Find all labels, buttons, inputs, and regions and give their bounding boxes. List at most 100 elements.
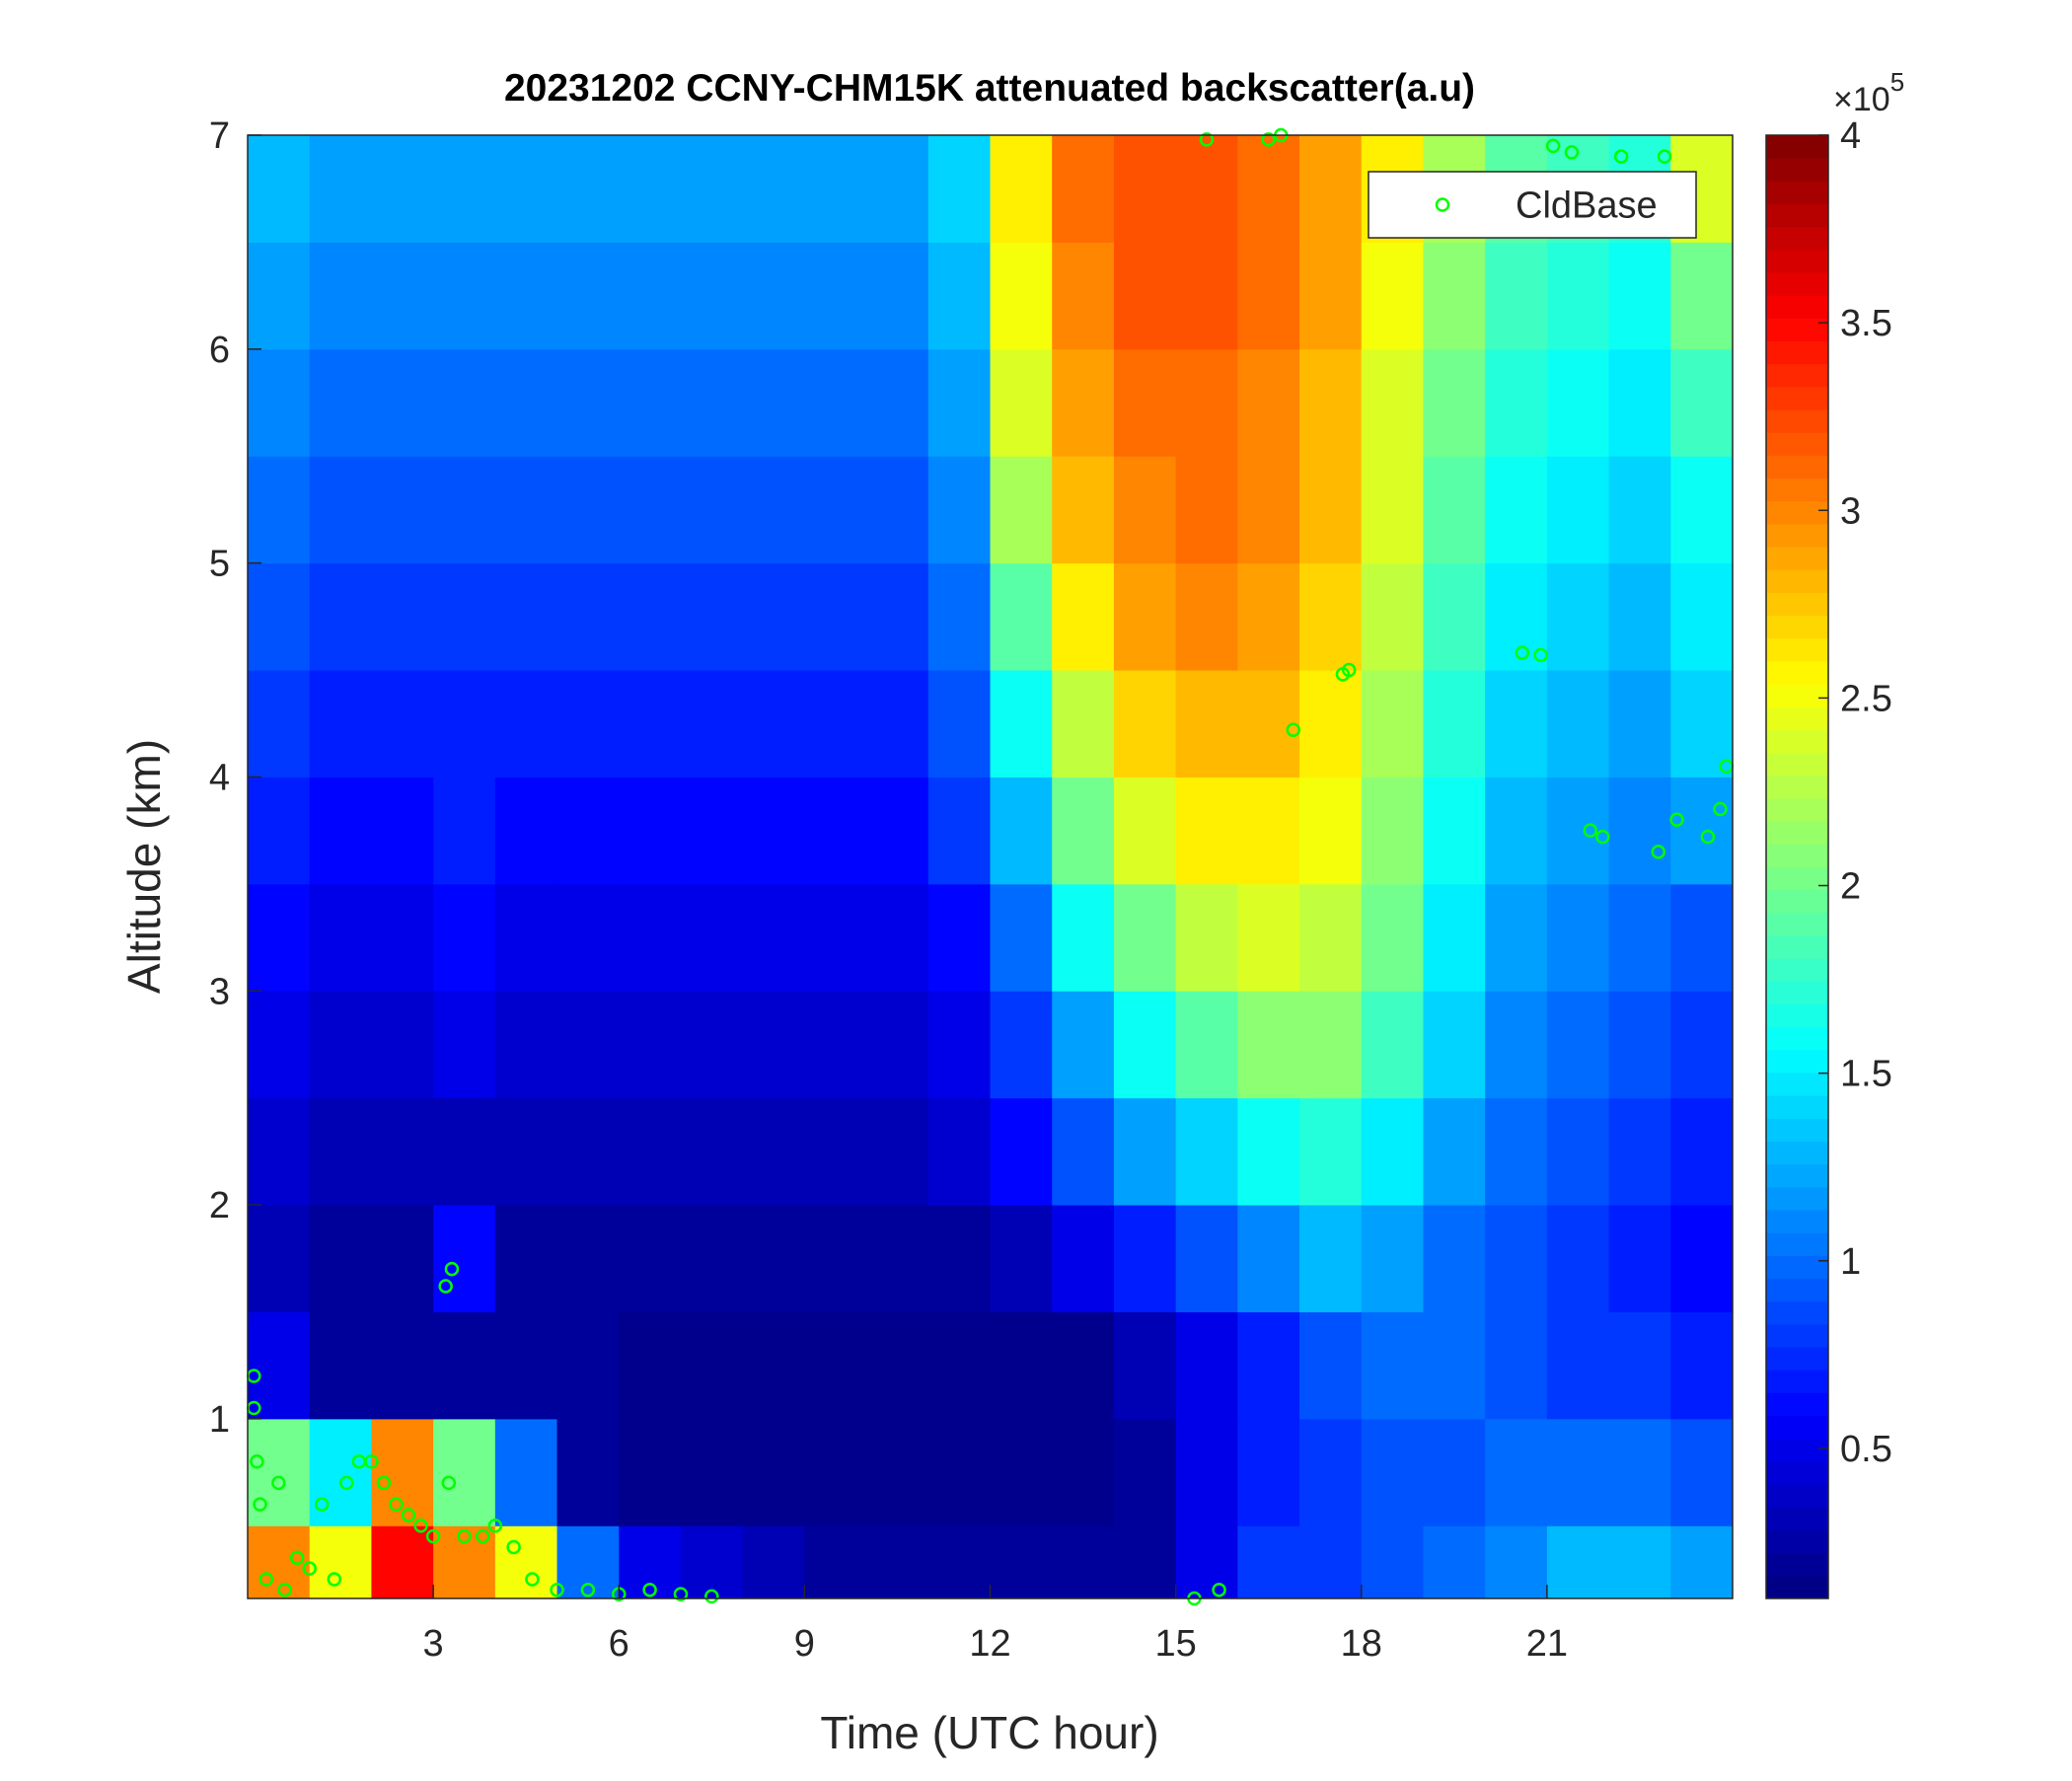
heatmap-cell <box>1175 1097 1238 1206</box>
colorbar-step <box>1766 1300 1828 1325</box>
heatmap-cell <box>680 348 744 457</box>
heatmap-cell <box>1175 242 1238 350</box>
cloud-base-marker <box>389 1497 404 1512</box>
heatmap-cell <box>1052 562 1115 671</box>
colorbar-step <box>1766 547 1828 570</box>
heatmap-cell <box>1052 348 1115 457</box>
colorbar-step <box>1766 752 1828 777</box>
heatmap-cell <box>804 1097 867 1206</box>
heatmap-cell <box>433 135 496 243</box>
heatmap-cell <box>680 456 744 564</box>
colorbar-step <box>1766 889 1828 914</box>
heatmap-cell <box>804 1525 867 1598</box>
heatmap-cell <box>371 242 434 350</box>
heatmap-cell <box>1485 670 1548 778</box>
colorbar-step <box>1766 181 1828 205</box>
heatmap-cell <box>619 242 682 350</box>
heatmap-cell <box>866 670 929 778</box>
heatmap-cell <box>433 1525 496 1598</box>
cloud-base-marker <box>1595 829 1610 845</box>
colorbar-step <box>1766 958 1828 982</box>
heatmap-cell <box>1670 991 1733 1099</box>
cloud-base-marker <box>401 1508 416 1522</box>
heatmap-cell <box>248 1205 311 1312</box>
heatmap-cell <box>990 670 1053 778</box>
colorbar-step <box>1766 866 1828 891</box>
cloud-base-marker <box>339 1475 354 1491</box>
heatmap-cell <box>990 242 1053 350</box>
colorbar-step <box>1766 318 1828 342</box>
heatmap-cell <box>309 456 372 564</box>
heatmap-cell <box>309 883 372 992</box>
heatmap-cell <box>990 1418 1053 1526</box>
colorbar-step <box>1766 844 1828 867</box>
heatmap-cell <box>619 1418 682 1526</box>
heatmap-cell <box>1052 135 1115 243</box>
colorbar-tick-label: 0.5 <box>1840 1429 1892 1470</box>
heatmap-cell <box>1670 777 1733 885</box>
colorbar-tick-label: 2.5 <box>1840 678 1892 719</box>
heatmap-cell <box>1485 1311 1548 1420</box>
heatmap-cell <box>1175 883 1238 992</box>
heatmap-cell <box>248 456 311 564</box>
heatmap-cell <box>804 670 867 778</box>
cloud-base-marker <box>277 1583 292 1597</box>
heatmap-cell <box>433 991 496 1099</box>
heatmap-cell <box>1670 1311 1733 1420</box>
heatmap-cell <box>680 883 744 992</box>
heatmap-cell <box>248 562 311 671</box>
heatmap-cell <box>433 670 496 778</box>
heatmap-cell <box>1237 135 1300 243</box>
heatmap-cell <box>990 1205 1053 1312</box>
chart-title: 20231202 CCNY-CHM15K attenuated backscat… <box>504 67 1475 110</box>
heatmap-cell <box>1546 348 1610 457</box>
heatmap-cell <box>619 777 682 885</box>
colorbar-step <box>1766 912 1828 936</box>
heatmap-cell <box>433 883 496 992</box>
heatmap-cell <box>1237 777 1300 885</box>
heatmap-cell <box>1670 883 1733 992</box>
heatmap-cell <box>680 777 744 885</box>
heatmap-cell <box>1299 883 1363 992</box>
heatmap-cell <box>1361 1418 1424 1526</box>
heatmap-cell <box>866 777 929 885</box>
legend-box <box>1368 171 1697 239</box>
cloud-base-marker <box>1651 845 1665 859</box>
heatmap-cell <box>1113 670 1177 778</box>
heatmap-cell <box>1485 1205 1548 1312</box>
heatmap-cell <box>1546 1525 1610 1598</box>
heatmap-cell <box>927 1205 991 1312</box>
heatmap-cell <box>1113 456 1177 564</box>
y-axis-label: Altitude (km) <box>118 739 170 994</box>
heatmap-cell <box>804 1205 867 1312</box>
cloud-base-marker <box>550 1583 564 1597</box>
colorbar-exponent: 5 <box>1890 67 1904 97</box>
heatmap-cell <box>742 1311 805 1420</box>
heatmap-cell <box>742 1205 805 1312</box>
heatmap-cell <box>1113 1418 1177 1526</box>
heatmap-cell <box>927 348 991 457</box>
heatmap-cell <box>1237 1311 1300 1420</box>
heatmap-cell <box>742 777 805 885</box>
heatmap-cell <box>371 883 434 992</box>
legend-marker <box>1435 197 1450 212</box>
heatmap-cell <box>248 1418 311 1526</box>
heatmap-cell <box>248 242 311 350</box>
heatmap-cell <box>371 991 434 1099</box>
heatmap-cell <box>1423 1525 1486 1598</box>
cloud-base-marker <box>289 1550 305 1566</box>
heatmap-cell <box>927 1311 991 1420</box>
heatmap-cell <box>371 670 434 778</box>
heatmap-cell <box>309 562 372 671</box>
heatmap-cell <box>1175 1205 1238 1312</box>
heatmap-cell <box>1237 1205 1300 1312</box>
heatmap-cell <box>1423 1418 1486 1526</box>
cloud-base-marker <box>476 1528 490 1544</box>
heatmap-cell <box>1546 1418 1610 1526</box>
cloud-base-marker <box>441 1475 457 1491</box>
heatmap-cell <box>1670 348 1733 457</box>
cloud-base-marker <box>253 1497 267 1512</box>
cloud-base-marker <box>1583 823 1598 838</box>
heatmap-cell <box>1670 1418 1733 1526</box>
